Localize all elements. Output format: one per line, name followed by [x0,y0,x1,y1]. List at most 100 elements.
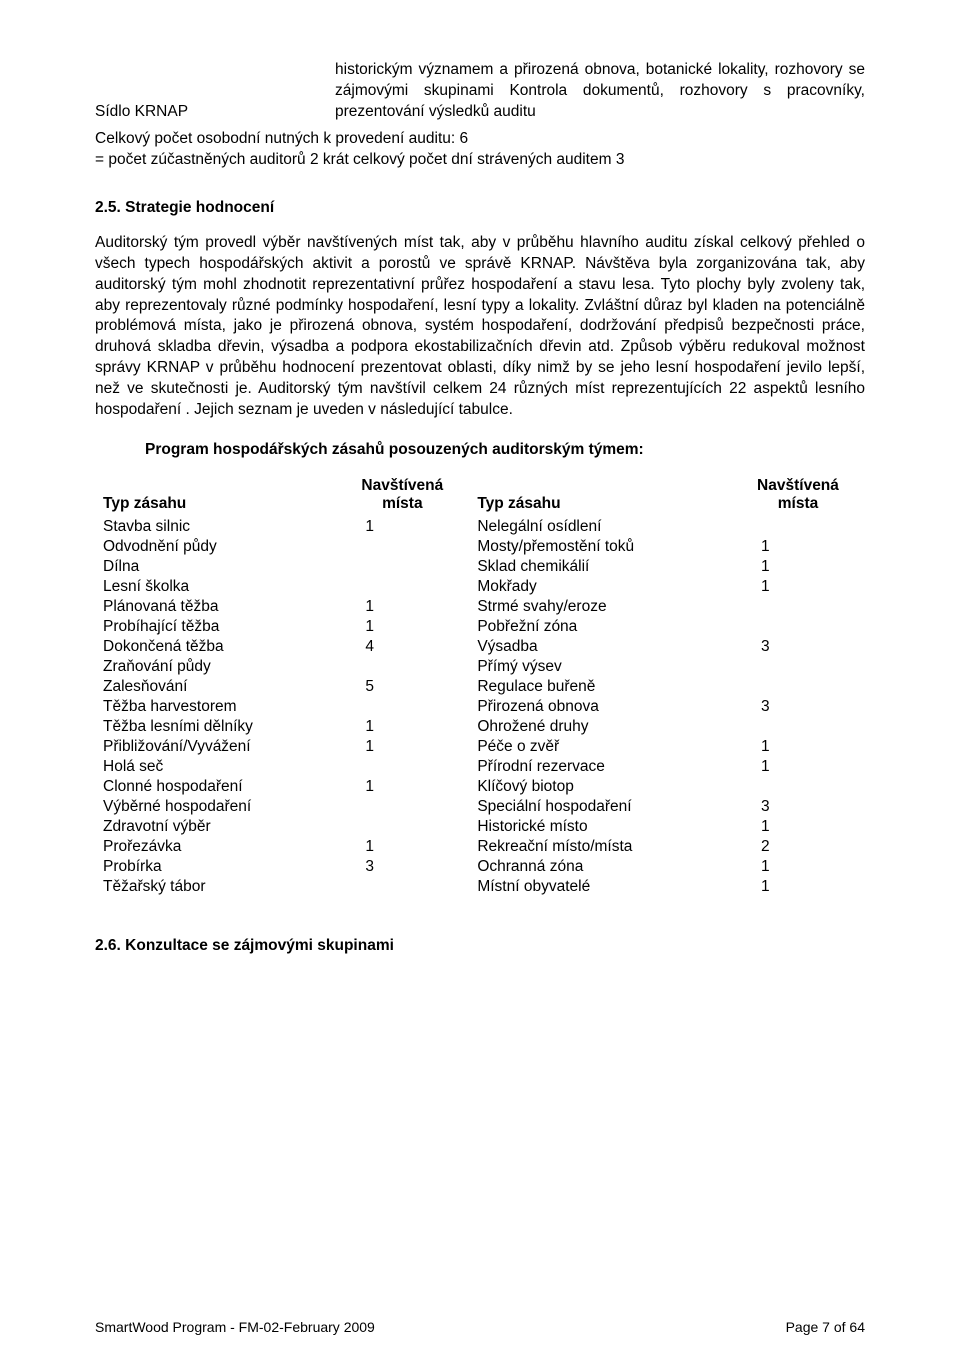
cell-left-label: Prořezávka [95,837,335,857]
footer-left: SmartWood Program - FM-02-February 2009 [95,1319,375,1335]
cell-left-label: Holá seč [95,757,335,777]
cell-right-label: Přírodní rezervace [469,757,731,777]
table-row: Probíhající těžba1Pobřežní zóna [95,617,865,637]
cell-right-label: Péče o zvěř [469,737,731,757]
cell-left-label: Výběrné hospodaření [95,797,335,817]
cell-left-value [335,697,469,717]
cell-left-label: Dílna [95,557,335,577]
cell-right-label: Mokřady [469,577,731,597]
cell-left-label: Těžařský tábor [95,877,335,897]
cell-left-label: Těžba harvestorem [95,697,335,717]
table-row: Clonné hospodaření1Klíčový biotop [95,777,865,797]
cell-right-value [731,657,865,677]
cell-right-value [731,597,865,617]
cell-right-value: 3 [731,697,865,717]
cell-left-value [335,877,469,897]
cell-right-value [731,677,865,697]
heading-26: 2.6. Konzultace se zájmovými skupinami [95,937,865,955]
table-row: Holá seč Přírodní rezervace1 [95,757,865,777]
th-right: Typ zásahu [469,473,731,517]
cell-left-value [335,577,469,597]
cell-left-value: 5 [335,677,469,697]
cell-right-value: 1 [731,737,865,757]
cell-left-value: 3 [335,857,469,877]
cell-right-label: Historické místo [469,817,731,837]
cell-left-value: 1 [335,517,469,537]
cell-right-label: Regulace buřeně [469,677,731,697]
table-row: Zraňování půdy Přímý výsev [95,657,865,677]
footer-right: Page 7 of 64 [786,1319,865,1335]
cell-right-label: Sklad chemikálií [469,557,731,577]
cell-left-value [335,557,469,577]
cell-left-label: Zalesňování [95,677,335,697]
cell-right-label: Výsadba [469,637,731,657]
th-mid1: Navštívená místa [335,473,469,517]
cell-right-label: Strmé svahy/eroze [469,597,731,617]
cell-left-label: Přibližování/Vyvážení [95,737,335,757]
heading-25: 2.5. Strategie hodnocení [95,199,865,217]
table-row: Stavba silnic1Nelegální osídlení [95,517,865,537]
cell-left-label: Stavba silnic [95,517,335,537]
cell-right-value: 1 [731,817,865,837]
cell-left-value: 1 [335,597,469,617]
table-row: Těžba lesními dělníky1Ohrožené druhy [95,717,865,737]
cell-left-value: 1 [335,777,469,797]
cell-right-value: 3 [731,637,865,657]
cell-right-value: 1 [731,757,865,777]
table-row: Prořezávka1Rekreační místo/místa2 [95,837,865,857]
audit-line1: Celkový počet osobodní nutných k provede… [95,129,865,150]
th-left: Typ zásahu [95,473,335,517]
cell-right-value: 1 [731,557,865,577]
cell-left-value: 1 [335,837,469,857]
cell-left-value: 1 [335,717,469,737]
cell-right-label: Rekreační místo/místa [469,837,731,857]
cell-right-value: 1 [731,877,865,897]
cell-left-label: Plánovaná těžba [95,597,335,617]
cell-right-value [731,617,865,637]
cell-left-label: Probíhající těžba [95,617,335,637]
cell-right-value: 1 [731,577,865,597]
audit-line2: = počet zúčastněných auditorů 2 krát cel… [95,150,865,171]
cell-right-value: 1 [731,857,865,877]
sidlo-label: Sídlo KRNAP [95,60,295,123]
cell-right-label: Přirozená obnova [469,697,731,717]
table-row: Zalesňování5Regulace buřeně [95,677,865,697]
cell-right-value: 3 [731,797,865,817]
top-right-para: historickým významem a přirozená obnova,… [335,60,865,123]
th-mid2: Navštívená místa [731,473,865,517]
table-row: Plánovaná těžba1Strmé svahy/eroze [95,597,865,617]
table-row: Výběrné hospodaření Speciální hospodaření… [95,797,865,817]
table-row: Těžba harvestorem Přirozená obnova3 [95,697,865,717]
table-row: Dílna Sklad chemikálií1 [95,557,865,577]
table-row: Lesní školkaMokřady1 [95,577,865,597]
cell-left-value [335,657,469,677]
table-row: Probírka3Ochranná zóna1 [95,857,865,877]
table-row: Přibližování/Vyvážení1Péče o zvěř1 [95,737,865,757]
cell-left-label: Probírka [95,857,335,877]
cell-right-label: Mosty/přemostění toků [469,537,731,557]
cell-right-label: Místní obyvatelé [469,877,731,897]
cell-right-value [731,717,865,737]
cell-left-value: 4 [335,637,469,657]
cell-left-label: Zraňování půdy [95,657,335,677]
cell-left-label: Zdravotní výběr [95,817,335,837]
program-title: Program hospodářských zásahů posouzených… [145,441,865,459]
cell-left-label: Dokončená těžba [95,637,335,657]
cell-left-value [335,797,469,817]
cell-right-label: Nelegální osídlení [469,517,731,537]
cell-left-value: 1 [335,737,469,757]
cell-right-label: Přímý výsev [469,657,731,677]
cell-right-label: Speciální hospodaření [469,797,731,817]
table-row: Zdravotní výběr Historické místo1 [95,817,865,837]
para-25: Auditorský tým provedl výběr navštívenýc… [95,233,865,421]
table-row: Dokončená těžba4Výsadba3 [95,637,865,657]
cell-left-label: Těžba lesními dělníky [95,717,335,737]
cell-right-value [731,517,865,537]
cell-right-label: Ohrožené druhy [469,717,731,737]
cell-left-label: Odvodnění půdy [95,537,335,557]
program-table: Typ zásahu Navštívená místa Typ zásahu N… [95,473,865,897]
cell-right-value: 1 [731,537,865,557]
cell-right-value [731,777,865,797]
cell-left-value [335,817,469,837]
cell-left-value: 1 [335,617,469,637]
